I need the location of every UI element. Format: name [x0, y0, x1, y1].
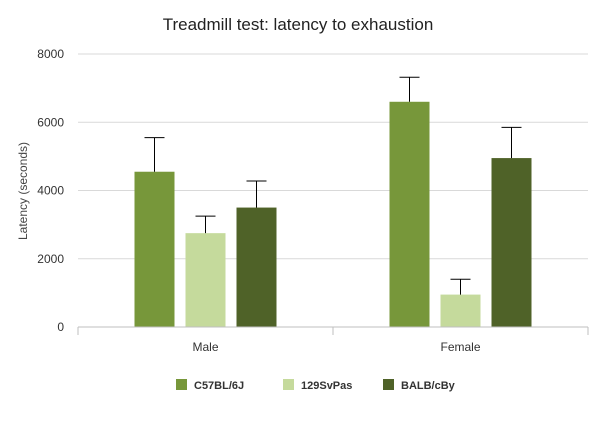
chart-title: Treadmill test: latency to exhaustion: [163, 15, 434, 34]
y-axis-label: Latency (seconds): [16, 142, 30, 240]
bar: [185, 233, 226, 327]
legend-label: C57BL/6J: [194, 380, 244, 392]
x-axis: Male Female: [77, 326, 589, 354]
y-tick-label: 0: [57, 320, 64, 334]
error-bars: [144, 76, 522, 295]
legend-swatch: [383, 379, 394, 390]
bar: [440, 294, 481, 327]
legend-label: 129SvPas: [301, 380, 352, 392]
bar: [491, 158, 532, 327]
legend-swatch: [176, 379, 187, 390]
y-tick-label: 8000: [37, 47, 64, 61]
y-tick-label: 6000: [37, 115, 64, 129]
x-category-label: Female: [440, 340, 480, 354]
legend: C57BL/6J 129SvPas BALB/cBy: [176, 379, 456, 392]
y-tick-label: 2000: [37, 252, 64, 266]
legend-label: BALB/cBy: [401, 380, 456, 392]
bar: [389, 101, 430, 328]
legend-swatch: [283, 379, 294, 390]
bars: [134, 101, 532, 328]
bar: [134, 171, 175, 327]
y-tick-label: 4000: [37, 184, 64, 198]
x-category-label: Male: [192, 340, 218, 354]
y-axis-ticks: 0 2000 4000 6000 8000: [37, 47, 64, 334]
bar: [236, 207, 277, 327]
